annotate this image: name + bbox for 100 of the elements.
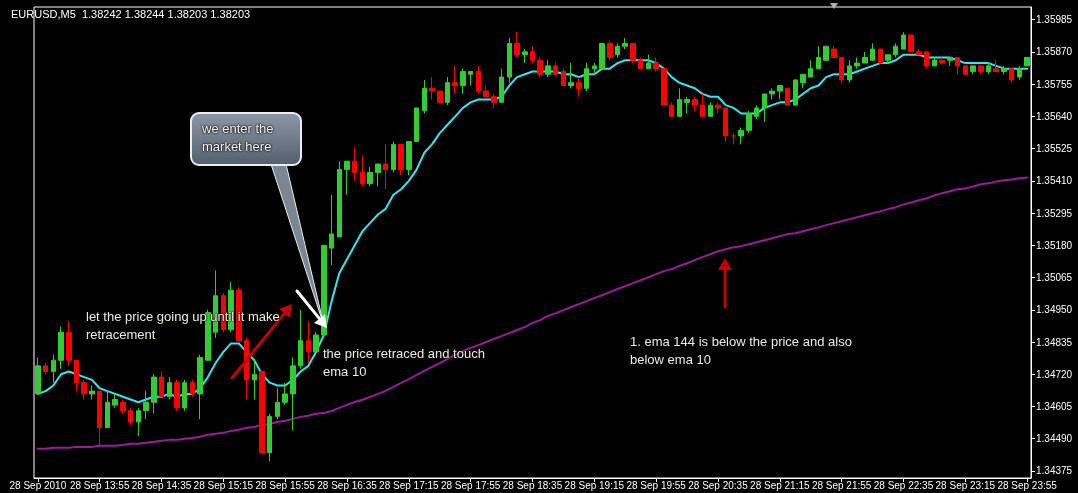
candlestick (499, 68, 504, 103)
y-tick-label: 1.35065 (1036, 272, 1073, 284)
candlestick (646, 54, 651, 70)
annotation: we enter the market here (202, 120, 275, 156)
x-tick-label: 28 Sep 13:55 (69, 479, 130, 491)
annotation: the price retraced and touch ema 10 (323, 345, 486, 381)
y-tick-label: 1.35755 (1036, 78, 1073, 90)
candlestick (197, 354, 203, 420)
candlestick (128, 407, 133, 426)
candlestick (785, 87, 790, 106)
candlestick (692, 96, 698, 112)
x-tick-label: 28 Sep 20:35 (688, 479, 749, 491)
candlestick (630, 42, 636, 64)
candlestick (35, 356, 41, 395)
candlestick (1001, 65, 1007, 75)
candlestick (344, 160, 350, 196)
candlestick (74, 359, 79, 392)
candlestick (754, 104, 759, 120)
candlestick (970, 65, 976, 75)
candlestick (793, 79, 798, 106)
candlestick (329, 194, 334, 266)
candlestick (622, 37, 628, 50)
candlestick (553, 62, 558, 75)
candlestick (290, 356, 296, 431)
candlestick (367, 166, 373, 187)
candlestick (576, 76, 582, 98)
candlestick (391, 141, 396, 173)
candlestick (878, 48, 883, 64)
x-tick-label: 28 Sep 16:35 (317, 479, 378, 491)
candlestick (545, 59, 551, 78)
candlestick (1017, 65, 1022, 81)
x-tick-label: 28 Sep 19:15 (564, 479, 625, 491)
candlestick (978, 65, 984, 75)
candlestick (267, 413, 272, 462)
candlestick (901, 31, 906, 50)
candlestick (530, 45, 535, 64)
candlestick (584, 62, 589, 92)
candlestick (337, 160, 342, 238)
x-tick-label: 28 Sep 23:55 (997, 479, 1058, 491)
candlestick (777, 85, 783, 101)
y-tick-label: 1.34835 (1036, 336, 1073, 348)
candlestick (839, 56, 844, 84)
candlestick (769, 87, 775, 101)
candlestick (507, 37, 512, 84)
candlestick (638, 56, 643, 70)
y-tick-label: 1.35870 (1036, 46, 1073, 58)
candlestick (81, 379, 87, 400)
candlestick (723, 107, 728, 143)
candlestick (731, 132, 736, 145)
candlestick (437, 90, 443, 103)
candlestick (847, 59, 852, 84)
candlestick (947, 56, 953, 67)
candlestick (700, 93, 705, 117)
candlestick (916, 48, 922, 56)
candlestick (313, 331, 319, 353)
candlestick (986, 62, 991, 75)
y-tick-label: 1.34605 (1036, 401, 1073, 413)
candlestick (684, 96, 690, 115)
candlestick (383, 143, 388, 190)
candlestick (993, 59, 999, 72)
candlestick (939, 56, 945, 64)
candlestick (43, 362, 48, 375)
candlestick (97, 390, 102, 448)
candlestick (932, 56, 937, 67)
candlestick (174, 379, 180, 412)
speech-bubble: we enter the market here (190, 112, 302, 166)
candlestick (669, 101, 674, 117)
candlestick (808, 59, 813, 78)
candlestick (568, 62, 574, 89)
candlestick (275, 387, 280, 420)
x-tick-label: 28 Sep 2010 (9, 479, 67, 491)
candlestick (816, 45, 821, 70)
candlestick (762, 93, 767, 123)
candlestick (561, 68, 566, 86)
candlestick (854, 56, 860, 70)
candlestick (105, 390, 110, 429)
candlestick (429, 76, 435, 101)
y-tick-label: 1.34950 (1036, 304, 1073, 316)
x-tick-label: 28 Sep 19:55 (626, 479, 687, 491)
y-tick-label: 1.34720 (1036, 368, 1073, 380)
candlestick (607, 40, 613, 61)
candlestick (143, 390, 149, 420)
candlestick (414, 107, 419, 143)
candlestick (615, 42, 620, 58)
candlestick (661, 68, 667, 106)
y-tick-label: 1.35410 (1036, 175, 1073, 187)
candlestick (398, 143, 404, 176)
candlestick (89, 384, 95, 400)
candlestick (738, 127, 744, 145)
candlestick (708, 101, 713, 117)
y-tick-label: 1.34490 (1036, 433, 1073, 445)
x-tick-label: 28 Sep 17:55 (440, 479, 501, 491)
x-tick-label: 28 Sep 15:15 (193, 479, 254, 491)
candlestick (537, 56, 543, 78)
candlestick (924, 51, 929, 70)
candlestick (282, 382, 288, 406)
candlestick (66, 320, 72, 367)
y-tick-label: 1.35295 (1036, 207, 1073, 219)
candlestick (182, 379, 187, 412)
x-tick-label: 28 Sep 14:35 (131, 479, 192, 491)
